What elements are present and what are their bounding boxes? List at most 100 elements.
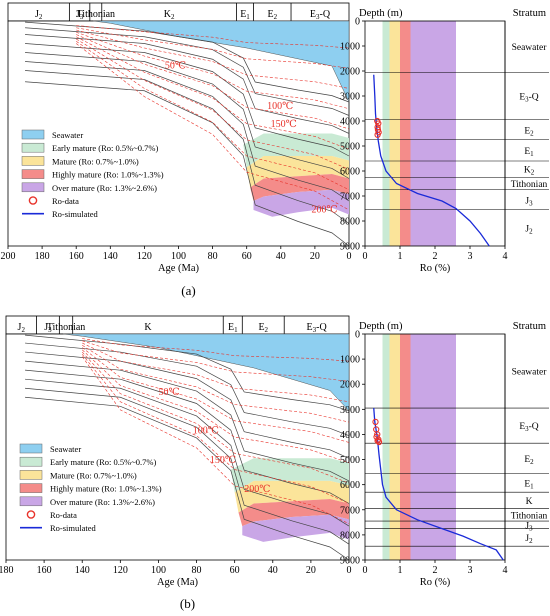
isotherm-line xyxy=(76,29,350,89)
depth-tick-label: 6000 xyxy=(340,167,360,178)
depth-tick-label: 7000 xyxy=(340,192,360,203)
depth-tick-label: 4000 xyxy=(340,117,360,128)
legend-label: Ro-data xyxy=(50,510,77,520)
ro-tick-label: 3 xyxy=(468,251,473,262)
ro-profile: Depth (m)0100020003000400050006000700080… xyxy=(340,8,549,274)
stratum-label: J2 xyxy=(525,224,533,235)
stratum-label: E3-Q xyxy=(519,93,538,104)
stratum-title: Stratum xyxy=(513,8,546,19)
depth-axis-title: Depth (m) xyxy=(359,8,403,19)
x-tick-label: 40 xyxy=(268,565,278,576)
stratum-label: J3 xyxy=(525,196,533,207)
ro-axis-label: Ro (%) xyxy=(420,263,451,274)
isotherm-line xyxy=(76,25,350,49)
isotherm-line xyxy=(81,356,350,525)
stratum-label: K xyxy=(526,497,533,507)
seawater-area xyxy=(63,333,350,412)
era-label: E3-Q xyxy=(310,9,331,21)
stratum-label: J2 xyxy=(525,534,533,545)
isotherm-label: 50℃ xyxy=(158,387,179,398)
legend-swatch xyxy=(19,443,43,454)
era-label: K xyxy=(144,322,152,333)
era-label: E3-Q xyxy=(307,322,328,334)
early-mature-zone xyxy=(243,133,349,168)
legend-label: Ro-data xyxy=(52,196,79,206)
ro-data-point xyxy=(375,438,383,446)
x-tick-label: 20 xyxy=(310,251,320,262)
burial-horizon-line xyxy=(25,378,350,527)
burial-horizon-line xyxy=(25,360,350,482)
isotherm-label: 100℃ xyxy=(267,101,293,112)
legend-ro-data-marker xyxy=(26,510,36,519)
depth-tick-label: 9000 xyxy=(340,556,360,567)
ro-data-point xyxy=(375,120,382,127)
ro-data-point xyxy=(374,437,381,444)
stratum-label: E1 xyxy=(524,479,534,490)
depth-tick-label: 3000 xyxy=(340,405,360,416)
x-tick-label: 80 xyxy=(192,565,202,576)
depth-tick-label: 9000 xyxy=(340,242,360,253)
burial-horizon-line xyxy=(25,369,350,504)
over-mature-zone xyxy=(242,514,349,542)
isotherm-line xyxy=(76,43,350,211)
ro-tick-label: 0 xyxy=(363,565,368,576)
mature-zone xyxy=(246,156,349,188)
stratum-label: E3-Q xyxy=(519,422,538,433)
legend: Seawater Early mature (Ro: 0.5%~0.7%) Matu… xyxy=(21,129,164,219)
isotherm-line xyxy=(76,34,350,130)
era-label: J3 xyxy=(76,9,84,21)
x-tick-label: 140 xyxy=(75,565,90,576)
ro-tick-label: 4 xyxy=(503,251,508,262)
era-bar xyxy=(7,2,350,22)
isotherm-line xyxy=(82,349,350,464)
depth-tick-label: 1000 xyxy=(340,42,360,53)
burial-horizon-line xyxy=(25,34,350,134)
legend-label: Early mature (Ro: 0.5%~0.7%) xyxy=(50,457,157,467)
legend-label: Mature (Ro: 0.7%~1.0%) xyxy=(52,156,139,166)
panel-label: (b) xyxy=(180,596,195,611)
ro-tick-label: 4 xyxy=(503,565,508,576)
ro-tick-label: 2 xyxy=(433,251,438,262)
isotherm-line xyxy=(82,342,350,403)
burial-horizon-line xyxy=(25,61,350,202)
isotherm-label: 200℃ xyxy=(244,484,270,495)
over-mature-window xyxy=(410,334,456,560)
legend-label: Early mature (Ro: 0.5%~0.7%) xyxy=(52,143,159,153)
x-tick-label: 20 xyxy=(306,565,316,576)
legend-swatch xyxy=(21,142,45,153)
x-tick-label: 60 xyxy=(230,565,240,576)
era-label: J3 xyxy=(44,322,52,334)
highly-mature-window xyxy=(400,21,411,246)
x-tick-label: 200 xyxy=(1,251,16,262)
depth-tick-label: 5000 xyxy=(340,455,360,466)
mature-window xyxy=(389,334,400,560)
x-tick-label: 40 xyxy=(276,251,286,262)
legend-label: Ro-simulated xyxy=(50,523,97,533)
depth-tick-label: 0 xyxy=(355,330,360,341)
burial-horizon-line xyxy=(25,27,350,116)
stratum-label: J3 xyxy=(525,521,533,532)
isotherm-line xyxy=(76,41,350,191)
x-tick-label: 120 xyxy=(137,251,152,262)
stratum-label: E2 xyxy=(524,455,534,466)
stratum-label: K2 xyxy=(524,166,535,177)
mature-zone xyxy=(234,480,349,513)
highly-mature-window xyxy=(400,334,411,560)
highly-mature-zone xyxy=(250,174,349,201)
legend-swatch xyxy=(19,470,43,480)
legend-swatch xyxy=(21,182,45,193)
isotherm-line xyxy=(82,347,350,443)
x-tick-label: 180 xyxy=(35,251,50,262)
over-mature-window xyxy=(410,21,456,246)
era-label: Tithonian xyxy=(47,322,86,333)
legend-label: Ro-simulated xyxy=(52,209,99,219)
burial-horizon-line xyxy=(25,81,350,247)
stratum-title: Stratum xyxy=(513,321,546,332)
era-label: E1 xyxy=(240,9,250,21)
isotherm-label: 150℃ xyxy=(271,119,297,130)
burial-horizon-line xyxy=(25,387,350,545)
era-label: E1 xyxy=(228,322,238,334)
x-tick-label: 0 xyxy=(347,251,352,262)
